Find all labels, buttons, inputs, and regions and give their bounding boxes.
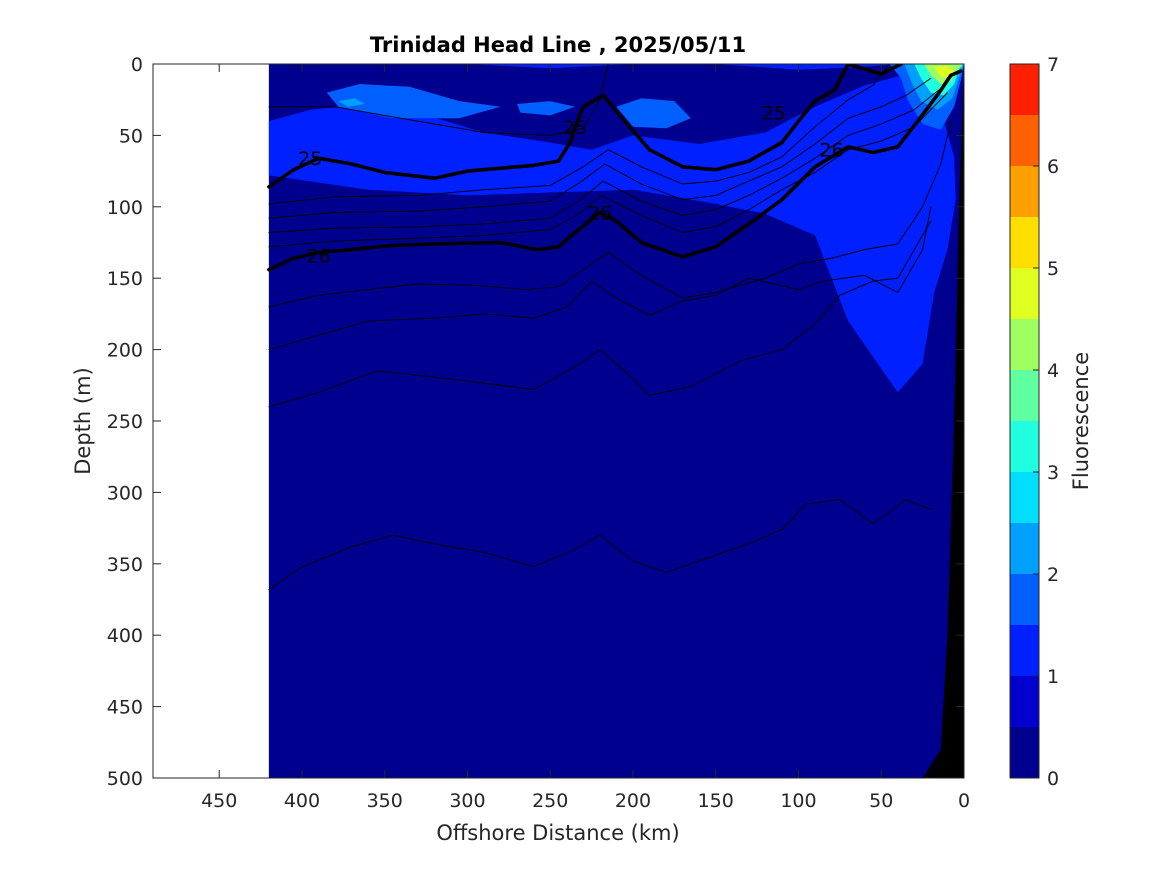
colorbar-band-0 — [1010, 727, 1039, 778]
contour-label-26-2: 26 — [819, 140, 843, 162]
x-tick-label: 400 — [284, 790, 320, 812]
bathymetry-fill — [922, 64, 964, 778]
contour-label-25-2: 25 — [762, 103, 786, 125]
colorbar-tick-label: 3 — [1047, 462, 1059, 484]
chart-title: Trinidad Head Line , 2025/05/11 — [370, 33, 746, 57]
y-tick-label: 200 — [107, 340, 143, 362]
colorbar-band-3 — [1010, 574, 1039, 625]
bathymetry — [922, 64, 964, 778]
colorbar-tick-label: 7 — [1047, 54, 1059, 76]
colorbar-band-2 — [1010, 625, 1039, 676]
density-contour-25 — [267, 64, 903, 189]
fluorescence-region-2 — [326, 84, 501, 119]
density-contour-26-4 — [268, 206, 932, 351]
y-tick-label: 300 — [107, 482, 143, 504]
y-axis-title: Depth (m) — [71, 367, 95, 474]
colorbar-tick-label: 6 — [1047, 156, 1059, 178]
x-axis-title: Offshore Distance (km) — [436, 821, 679, 845]
y-tick-label: 0 — [131, 54, 143, 76]
density-contour-24-5 — [268, 64, 609, 136]
colorbar: 0 1 2 3 4 5 6 7 — [1009, 54, 1059, 790]
contour-labels: 25 25 25 26 26 26 — [298, 103, 844, 268]
density-contour-26-8 — [268, 499, 932, 590]
colorbar-band-10 — [1010, 217, 1039, 268]
contour-label-25-1: 25 — [563, 117, 587, 139]
y-tick-label: 250 — [107, 411, 143, 433]
density-contour-25-4 — [268, 77, 932, 219]
colorbar-band-6 — [1010, 421, 1039, 472]
y-tick-label: 500 — [107, 768, 143, 790]
colorbar-tick-label: 4 — [1047, 360, 1059, 382]
contour-label-26-0: 26 — [306, 245, 330, 267]
colorbar-tick-label: 0 — [1047, 768, 1059, 790]
y-tick-label: 450 — [107, 697, 143, 719]
contour-label-25-0: 25 — [298, 148, 322, 170]
y-tick-label: 150 — [107, 268, 143, 290]
axes: 450 400 350 300 250 200 150 100 50 00501001502002… — [107, 54, 970, 812]
x-tick-label: 250 — [532, 790, 568, 812]
colorbar-band-5 — [1010, 472, 1039, 523]
x-tick-label: 200 — [615, 790, 651, 812]
colorbar-band-1 — [1010, 676, 1039, 727]
density-contour-25-6 — [268, 89, 940, 233]
x-tick-label: 150 — [698, 790, 734, 812]
density-contours — [267, 64, 963, 590]
fluorescence-region-1 — [268, 64, 898, 70]
x-tick-label: 300 — [449, 790, 485, 812]
colorbar-band-13 — [1010, 64, 1039, 115]
plot-area — [153, 64, 964, 778]
y-tick-label: 100 — [107, 197, 143, 219]
density-contour-26-2 — [268, 120, 952, 308]
fluorescence-region-4 — [517, 101, 576, 116]
x-tick-label: 50 — [869, 790, 893, 812]
colorbar-band-9 — [1010, 268, 1039, 319]
colorbar-title: Fluorescence — [1069, 352, 1093, 490]
density-contour-25-2 — [268, 64, 890, 205]
x-tick-label: 350 — [367, 790, 403, 812]
colorbar-tick-label: 5 — [1047, 258, 1059, 280]
y-tick-label: 400 — [107, 625, 143, 647]
density-contour-26 — [267, 69, 963, 272]
colorbar-tick-label: 2 — [1047, 564, 1059, 586]
density-contour-25-8 — [268, 92, 948, 248]
density-contour-26-6 — [268, 220, 932, 408]
fluorescence-region-3 — [616, 98, 691, 129]
colorbar-tick-label: 1 — [1047, 666, 1059, 688]
contour-label-26-1: 26 — [588, 203, 612, 225]
x-tick-label: 100 — [780, 790, 816, 812]
colorbar-band-7 — [1010, 370, 1039, 421]
colorbar-band-11 — [1010, 166, 1039, 217]
colorbar-band-4 — [1010, 523, 1039, 574]
y-tick-label: 50 — [119, 125, 143, 147]
colorbar-band-12 — [1010, 115, 1039, 166]
x-tick-label: 0 — [958, 790, 970, 812]
x-tick-label: 450 — [201, 790, 237, 812]
colorbar-frame — [1009, 63, 1040, 779]
colorbar-band-8 — [1010, 319, 1039, 370]
y-tick-label: 350 — [107, 554, 143, 576]
fluorescence-region-5 — [338, 98, 365, 107]
